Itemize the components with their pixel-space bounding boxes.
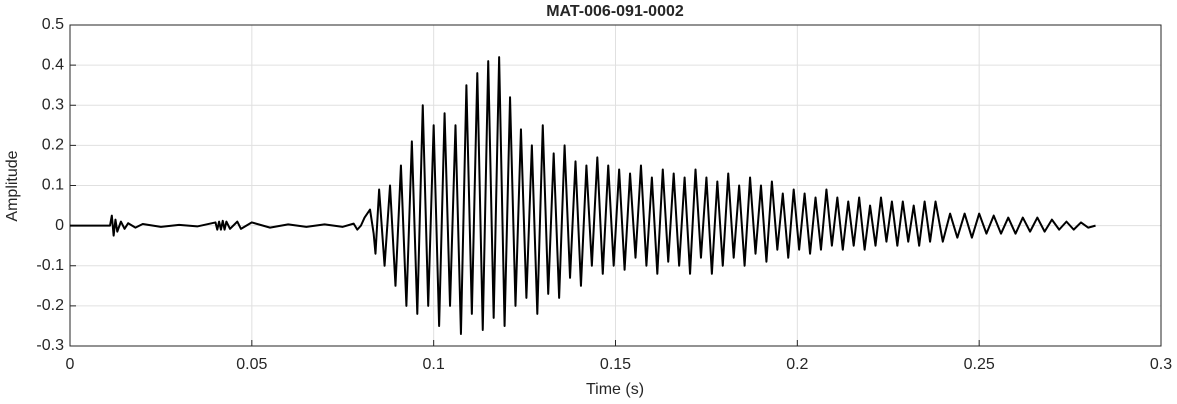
plot-frame [69,24,1162,347]
waveform-line [70,56,1096,335]
x-tick-label: 0.3 [1150,356,1172,373]
chart-title: MAT-006-091-0002 [546,3,684,20]
y-axis-label: Amplitude [4,150,21,221]
y-tick-label: -0.1 [36,257,64,274]
y-tick-label: -0.3 [36,337,64,354]
x-tick-label: 0.2 [786,356,808,373]
x-tick-label: 0.1 [423,356,445,373]
x-axis-label: Time (s) [586,381,644,398]
x-tick-label: 0.25 [964,356,995,373]
y-tick-label: -0.2 [36,297,64,314]
y-tick-label: 0.3 [42,96,64,113]
y-tick-label: 0.5 [42,16,64,33]
x-tick-label: 0.15 [600,356,631,373]
x-tick-label: 0 [66,356,75,373]
y-tick-label: 0.2 [42,137,64,154]
x-tick-label: 0.05 [236,356,267,373]
y-tick-label: 0.1 [42,177,64,194]
y-tick-label: 0.4 [42,56,64,73]
y-tick-label: 0 [55,217,64,234]
